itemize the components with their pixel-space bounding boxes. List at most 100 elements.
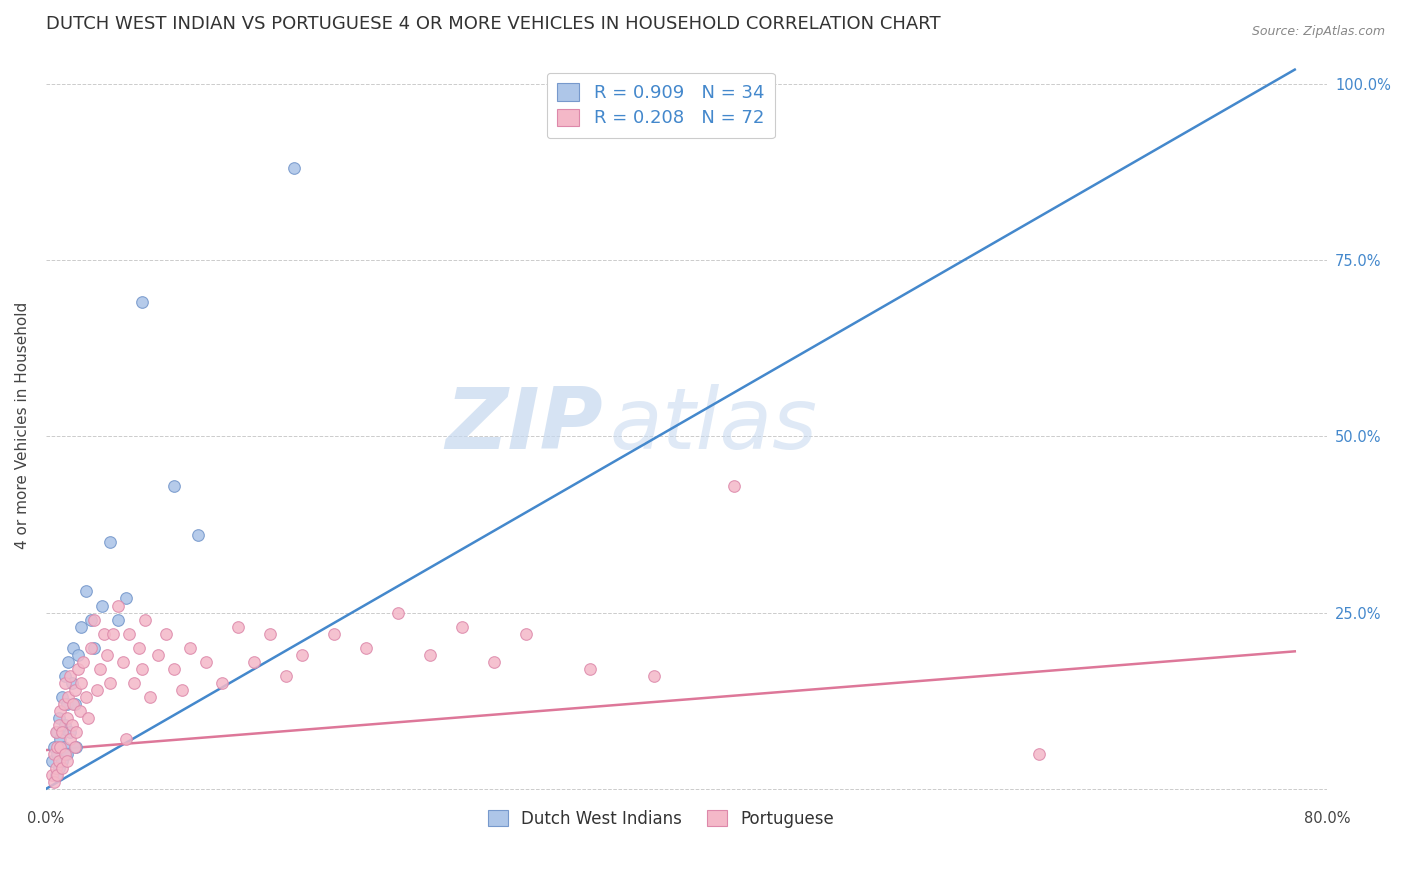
Point <box>226 620 249 634</box>
Point <box>86 683 108 698</box>
Point <box>187 528 209 542</box>
Point <box>53 669 76 683</box>
Point <box>83 640 105 655</box>
Text: DUTCH WEST INDIAN VS PORTUGUESE 4 OR MORE VEHICLES IN HOUSEHOLD CORRELATION CHAR: DUTCH WEST INDIAN VS PORTUGUESE 4 OR MOR… <box>46 15 941 33</box>
Point <box>53 676 76 690</box>
Point <box>163 662 186 676</box>
Point <box>323 626 346 640</box>
Point <box>195 655 218 669</box>
Point <box>49 704 72 718</box>
Point <box>139 690 162 705</box>
Point <box>42 774 65 789</box>
Point <box>56 747 79 761</box>
Point <box>63 739 86 754</box>
Point <box>155 626 177 640</box>
Point <box>42 739 65 754</box>
Point <box>131 295 153 310</box>
Point <box>243 655 266 669</box>
Point <box>107 613 129 627</box>
Point <box>63 698 86 712</box>
Point <box>49 732 72 747</box>
Point <box>76 711 98 725</box>
Point <box>52 698 75 712</box>
Point <box>51 725 73 739</box>
Legend: Dutch West Indians, Portuguese: Dutch West Indians, Portuguese <box>479 801 842 836</box>
Point <box>70 620 93 634</box>
Point <box>103 626 125 640</box>
Point <box>56 698 79 712</box>
Point <box>484 655 506 669</box>
Point <box>63 683 86 698</box>
Point <box>48 711 70 725</box>
Point <box>107 599 129 613</box>
Point <box>62 698 84 712</box>
Point <box>59 669 82 683</box>
Point <box>128 640 150 655</box>
Point <box>451 620 474 634</box>
Point <box>49 739 72 754</box>
Point <box>56 711 79 725</box>
Point <box>69 704 91 718</box>
Point <box>70 676 93 690</box>
Point <box>75 584 97 599</box>
Point <box>42 747 65 761</box>
Point <box>51 754 73 768</box>
Point <box>387 606 409 620</box>
Point <box>75 690 97 705</box>
Point <box>59 732 82 747</box>
Point <box>53 747 76 761</box>
Point <box>80 640 103 655</box>
Point <box>48 754 70 768</box>
Point <box>170 683 193 698</box>
Point <box>723 478 745 492</box>
Point <box>45 768 67 782</box>
Point <box>46 768 69 782</box>
Point <box>48 761 70 775</box>
Point <box>51 690 73 705</box>
Point <box>276 669 298 683</box>
Point <box>83 613 105 627</box>
Y-axis label: 4 or more Vehicles in Household: 4 or more Vehicles in Household <box>15 302 30 549</box>
Point <box>65 739 87 754</box>
Point <box>643 669 665 683</box>
Point <box>45 725 67 739</box>
Point <box>41 768 63 782</box>
Point <box>1028 747 1050 761</box>
Point <box>41 754 63 768</box>
Point <box>115 732 138 747</box>
Point <box>56 754 79 768</box>
Text: ZIP: ZIP <box>446 384 603 467</box>
Point <box>419 648 441 662</box>
Point <box>579 662 602 676</box>
Point <box>115 591 138 606</box>
Point <box>60 718 83 732</box>
Point <box>89 662 111 676</box>
Point <box>98 676 121 690</box>
Point <box>354 640 377 655</box>
Point <box>52 739 75 754</box>
Point <box>259 626 281 640</box>
Point <box>146 648 169 662</box>
Point <box>65 725 87 739</box>
Point <box>515 626 537 640</box>
Point <box>118 626 141 640</box>
Point <box>283 161 305 176</box>
Point <box>51 761 73 775</box>
Point <box>58 690 80 705</box>
Point <box>93 626 115 640</box>
Point <box>96 648 118 662</box>
Point <box>291 648 314 662</box>
Point <box>66 648 89 662</box>
Point <box>46 725 69 739</box>
Point <box>131 662 153 676</box>
Point <box>53 718 76 732</box>
Point <box>72 655 94 669</box>
Point <box>163 478 186 492</box>
Point <box>46 747 69 761</box>
Point <box>122 676 145 690</box>
Point <box>91 599 114 613</box>
Point <box>62 640 84 655</box>
Point <box>48 718 70 732</box>
Point <box>80 613 103 627</box>
Point <box>60 676 83 690</box>
